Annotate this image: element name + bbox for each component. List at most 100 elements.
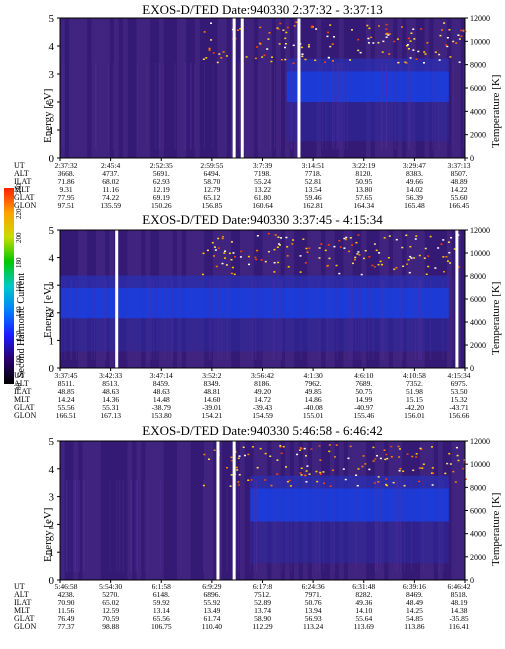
panel1-y2label: Temperature [K] bbox=[490, 74, 502, 148]
panel3-speckle bbox=[231, 459, 234, 462]
panel2-table-cell: 55.31 bbox=[102, 403, 120, 412]
panel1-texture-strip bbox=[447, 18, 452, 158]
panel3-speckle bbox=[237, 457, 240, 460]
panel1-speckle bbox=[210, 39, 213, 41]
panel3-streak bbox=[323, 479, 325, 572]
panel3-y2tick-label: 12000 bbox=[470, 437, 490, 446]
panel3-streak bbox=[72, 479, 74, 572]
panel2-table-cell: 3:37:45 bbox=[54, 371, 78, 380]
panel3-speckle bbox=[422, 463, 425, 465]
panel1-table-cell: 2:45:4 bbox=[101, 161, 121, 170]
panel3-speckle bbox=[373, 482, 376, 484]
panel2-streak bbox=[91, 279, 93, 360]
panel1-speckle bbox=[385, 23, 388, 26]
panel3-speckle bbox=[226, 466, 229, 469]
panel2-speckle bbox=[327, 244, 330, 246]
panel1-table-cell: 48.89 bbox=[450, 177, 468, 186]
panel3-table-cell: 110.40 bbox=[201, 622, 223, 631]
panel3-streak bbox=[74, 479, 76, 572]
panel2-streak bbox=[352, 279, 354, 360]
panel3-texture-strip bbox=[78, 441, 83, 580]
panel3-table-cell: -35.85 bbox=[449, 614, 469, 623]
panel3-streak bbox=[254, 479, 256, 572]
panel3-row-label: ILAT bbox=[14, 598, 32, 607]
panel2-table-cell: 48.63 bbox=[152, 387, 170, 396]
panel1-texture-strip bbox=[267, 18, 272, 158]
panel2-speckle bbox=[233, 273, 236, 276]
panel3-texture-strip bbox=[208, 441, 214, 580]
panel3-table-cell: 55.64 bbox=[355, 614, 373, 623]
panel2-speckle bbox=[344, 238, 347, 241]
panel3-speckle bbox=[230, 456, 233, 459]
panel2-ytick-label: 4 bbox=[49, 253, 55, 265]
panel3-table-cell: 13.74 bbox=[254, 606, 271, 615]
panel1-ytick-label: 3 bbox=[49, 69, 55, 81]
panel2-row-label: ILAT bbox=[14, 387, 32, 396]
panel2-speckle bbox=[285, 236, 288, 239]
panel2-speckle bbox=[308, 247, 311, 249]
panel2-streak bbox=[336, 279, 338, 360]
panel1-speckle bbox=[285, 31, 288, 34]
colorbar-tick-label: 120 bbox=[15, 330, 23, 342]
panel3-table-cell: 14.38 bbox=[450, 606, 468, 615]
panel1-speckle bbox=[388, 53, 391, 55]
panel2-speckle bbox=[278, 243, 281, 245]
panel2-speckle bbox=[364, 249, 367, 252]
panel2-streak bbox=[164, 279, 166, 360]
panel3-ytick-label: 5 bbox=[49, 436, 55, 448]
panel1-table-cell: 3:29:47 bbox=[402, 161, 426, 170]
panel3-y2label: Temperature [K] bbox=[490, 492, 502, 566]
panel1-streak bbox=[394, 62, 396, 150]
panel3-table-cell: 65.56 bbox=[152, 614, 170, 623]
panel3-streak bbox=[235, 479, 237, 572]
panel2-table-cell: -40.97 bbox=[354, 403, 374, 412]
panel1-streak bbox=[194, 62, 196, 150]
panel2-speckle bbox=[395, 267, 398, 269]
panel1-speckle bbox=[236, 29, 239, 31]
panel3-table-cell: 6:46:42 bbox=[447, 582, 471, 591]
panel2-row-label: ALT bbox=[14, 379, 29, 388]
colorbar bbox=[4, 188, 14, 384]
panel1-speckle bbox=[205, 57, 208, 59]
panel1-streak bbox=[291, 62, 293, 150]
panel1-texture-strip bbox=[235, 18, 241, 158]
panel1-table-cell: 2:37:32 bbox=[54, 161, 78, 170]
panel2-streak bbox=[452, 279, 454, 360]
panel3-speckle bbox=[236, 469, 239, 471]
panel3-table-cell: 70.90 bbox=[57, 598, 75, 607]
colorbar-tick-label: 100 bbox=[15, 355, 23, 366]
panel3-streak bbox=[274, 479, 276, 572]
panel1-speckle bbox=[426, 42, 429, 44]
panel1-texture-strip bbox=[226, 18, 232, 158]
panel2-row-label: MLT bbox=[14, 395, 31, 404]
panel2-streak bbox=[421, 279, 423, 360]
panel2-speckle bbox=[409, 245, 412, 248]
panel1-table-cell: 58.70 bbox=[203, 177, 221, 186]
panel2-speckle bbox=[373, 266, 376, 268]
panel3-texture-strip bbox=[172, 441, 178, 580]
panel3-table-cell: 52.89 bbox=[254, 598, 271, 607]
panel2-speckle bbox=[442, 270, 445, 273]
panel2-table-cell: 48.81 bbox=[203, 387, 221, 396]
panel1-table-cell: 156.85 bbox=[201, 201, 223, 210]
panel3-y2tick-label: 10000 bbox=[470, 460, 490, 469]
panel1-texture-strip bbox=[64, 18, 70, 158]
panel2-table-cell: 50.75 bbox=[355, 387, 373, 396]
colorbar-tick-label: 240 bbox=[15, 183, 23, 195]
panel1-speckle bbox=[292, 62, 295, 64]
panel2-y2tick-label: 4000 bbox=[470, 318, 486, 327]
panel2-y2tick-label: 12000 bbox=[470, 226, 490, 235]
panel3-speckle bbox=[303, 447, 306, 450]
panel1-streak bbox=[452, 62, 454, 150]
panel1-speckle bbox=[284, 58, 287, 61]
panel2-speckle bbox=[221, 237, 224, 240]
panel1-speckle bbox=[438, 59, 441, 61]
panel3-table-cell: 106.75 bbox=[150, 622, 172, 631]
panel3-speckle bbox=[449, 463, 452, 465]
panel1-texture-strip bbox=[60, 18, 65, 158]
panel2-table-cell: 4:1:30 bbox=[303, 371, 323, 380]
panel2-texture-strip bbox=[451, 230, 457, 368]
panel2-speckle bbox=[339, 246, 342, 248]
panel2-streak bbox=[60, 279, 62, 360]
panel3-speckle bbox=[342, 468, 345, 470]
